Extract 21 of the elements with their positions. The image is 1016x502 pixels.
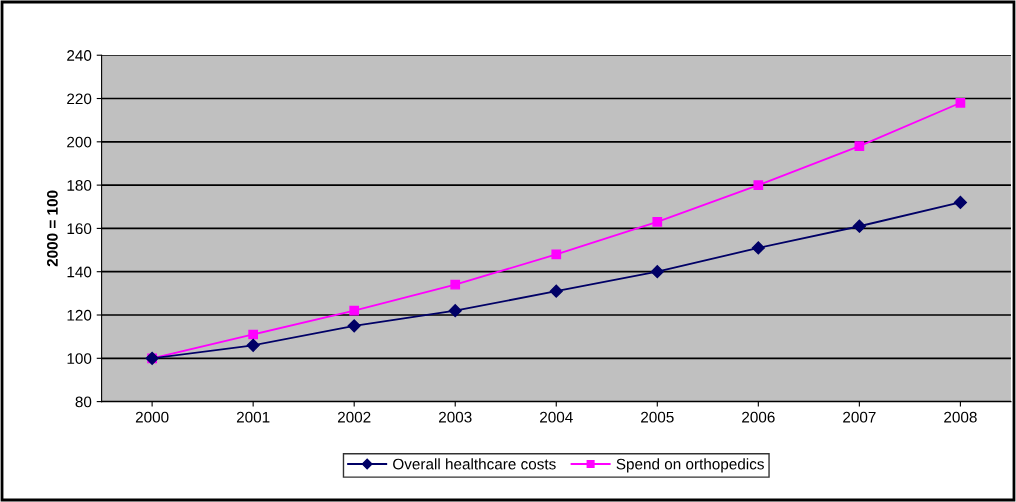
y-tick-label: 100: [67, 353, 92, 364]
legend-label: Overall healthcare costs: [393, 458, 556, 470]
x-tick-label: 2007: [843, 411, 876, 423]
x-tick-label: 2002: [337, 411, 371, 423]
y-tick-label: 120: [67, 309, 92, 321]
y-tick-label: 240: [67, 50, 92, 61]
y-tick-label: 200: [67, 136, 92, 148]
x-tick-label: 2008: [944, 411, 977, 423]
x-tick-label: 2001: [236, 411, 270, 423]
y-tick-label: 180: [67, 179, 92, 191]
x-tick-label: 2000: [135, 411, 169, 423]
y-tick-label: 220: [67, 93, 92, 105]
x-tick-label: 2003: [439, 411, 472, 423]
x-tick-label: 2005: [641, 411, 674, 423]
legend-label: Spend on orthopedics: [616, 458, 764, 473]
y-tick-label: 140: [67, 266, 92, 278]
y-tick-label: 160: [67, 223, 92, 235]
x-tick-label: 2006: [742, 411, 775, 423]
x-tick-label: 2004: [540, 411, 573, 423]
y-axis-title: 2000 = 100: [47, 190, 58, 267]
y-tick-label: 80: [75, 396, 92, 408]
